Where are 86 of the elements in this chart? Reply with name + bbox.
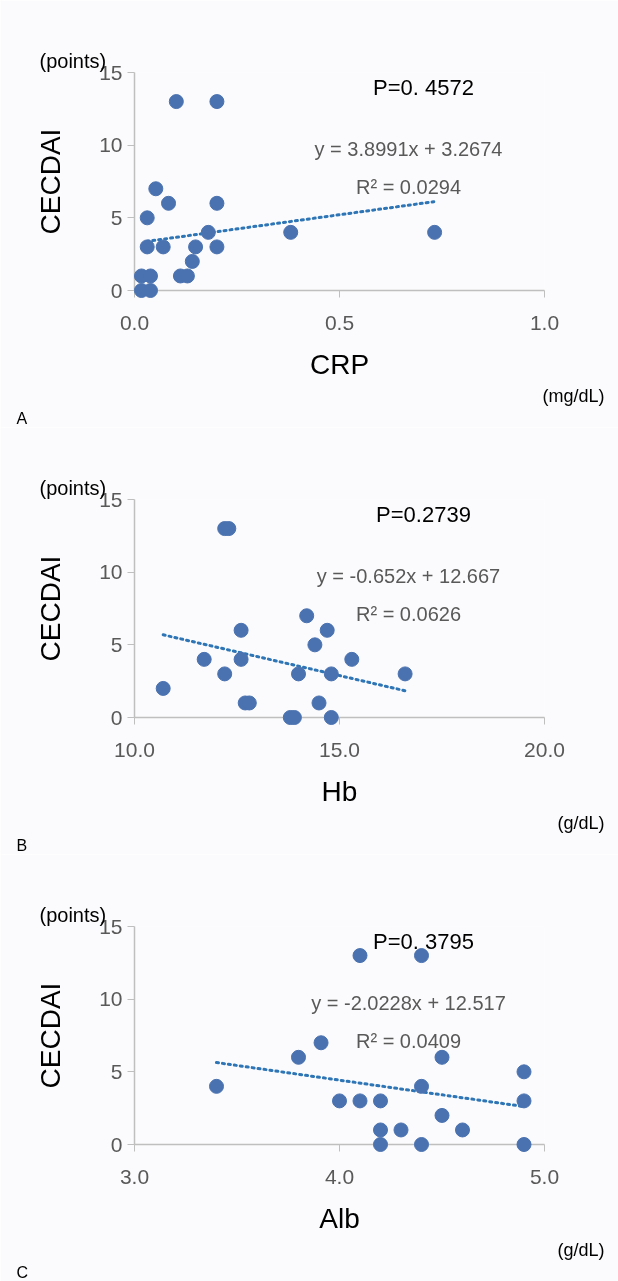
y-tick-label: 0 [110, 278, 123, 302]
point [397, 666, 413, 682]
y-axis-title: CECDAI [35, 128, 67, 235]
point [516, 1093, 532, 1109]
x-tick-label: 20.0 [524, 737, 565, 761]
point [139, 210, 155, 226]
x-axis-title: Hb [321, 775, 358, 807]
point [434, 1107, 450, 1123]
point [233, 651, 249, 667]
point [414, 948, 429, 964]
y-tick-label: 10 [99, 987, 123, 1011]
text: C [16, 1263, 29, 1281]
y-axis-title: CECDAI [35, 982, 67, 1089]
y-tick-label: 10 [99, 133, 123, 157]
point [307, 637, 323, 653]
point [373, 1122, 388, 1138]
point [313, 1035, 329, 1051]
text: (g/dL) [557, 812, 605, 833]
y-tick-label: 0 [110, 1132, 123, 1156]
point [455, 1122, 470, 1138]
annotation: R² = 0.0409 [355, 1029, 462, 1052]
point [516, 1064, 532, 1080]
point [414, 1078, 429, 1094]
point [516, 1137, 532, 1152]
point [188, 239, 204, 255]
text: B [16, 836, 28, 854]
annotation: y = -0.652x + 12.667 [316, 564, 501, 587]
point [352, 1093, 368, 1109]
point [332, 1093, 347, 1109]
annotation: P=0.2739 [376, 502, 471, 528]
annotation: P=0. 4572 [373, 75, 474, 101]
text: (mg/dL) [542, 385, 605, 406]
point [393, 1122, 409, 1138]
point [414, 1137, 429, 1152]
x-tick-label: 1.0 [529, 310, 560, 334]
x-axis-title: Alb [319, 1202, 360, 1234]
point [233, 622, 249, 638]
point [155, 680, 171, 696]
point [352, 948, 368, 964]
point [373, 1137, 388, 1152]
x-tick-label: 4.0 [324, 1164, 355, 1188]
x-tick-label: 15.0 [319, 737, 360, 761]
point [196, 651, 212, 667]
x-tick-label: 0.0 [119, 310, 150, 334]
annotation: y = -2.0228x + 12.517 [311, 991, 506, 1014]
point [291, 1049, 306, 1065]
point [299, 608, 315, 624]
point [373, 1093, 388, 1109]
point [323, 666, 339, 682]
point [209, 195, 225, 211]
point [200, 224, 216, 240]
point [217, 666, 233, 682]
point [139, 239, 155, 255]
point [209, 1078, 224, 1094]
point [148, 181, 164, 197]
point [427, 224, 443, 240]
point [184, 253, 200, 269]
x-tick-label: 3.0 [119, 1164, 150, 1188]
y-tick-label: 5 [110, 1059, 123, 1083]
x-axis-title: CRP [309, 348, 370, 380]
annotation: y = 3.8991x + 3.2674 [314, 137, 503, 160]
text: (g/dL) [557, 1239, 605, 1260]
point [209, 94, 225, 110]
y-tick-label: 5 [110, 632, 123, 656]
y-axis-title: CECDAI [35, 555, 67, 662]
point [434, 1049, 450, 1065]
point [311, 695, 327, 711]
y-tick-label: 10 [99, 560, 123, 584]
annotation: R² = 0.0626 [355, 602, 462, 625]
point [209, 239, 225, 255]
point [344, 651, 360, 667]
x-tick-label: 0.5 [324, 310, 355, 334]
annotation: P=0. 3795 [373, 929, 474, 955]
y-tick-label: 0 [110, 705, 123, 729]
annotation: R² = 0.0294 [355, 175, 462, 198]
text: A [16, 409, 28, 427]
x-tick-label: 10.0 [114, 737, 155, 761]
point [155, 239, 171, 255]
point [283, 224, 299, 240]
point [323, 710, 339, 725]
point [319, 622, 335, 638]
y-tick-label: 5 [110, 205, 123, 229]
point [291, 666, 306, 682]
x-tick-label: 5.0 [529, 1164, 560, 1188]
point [161, 195, 177, 211]
point [168, 94, 184, 110]
